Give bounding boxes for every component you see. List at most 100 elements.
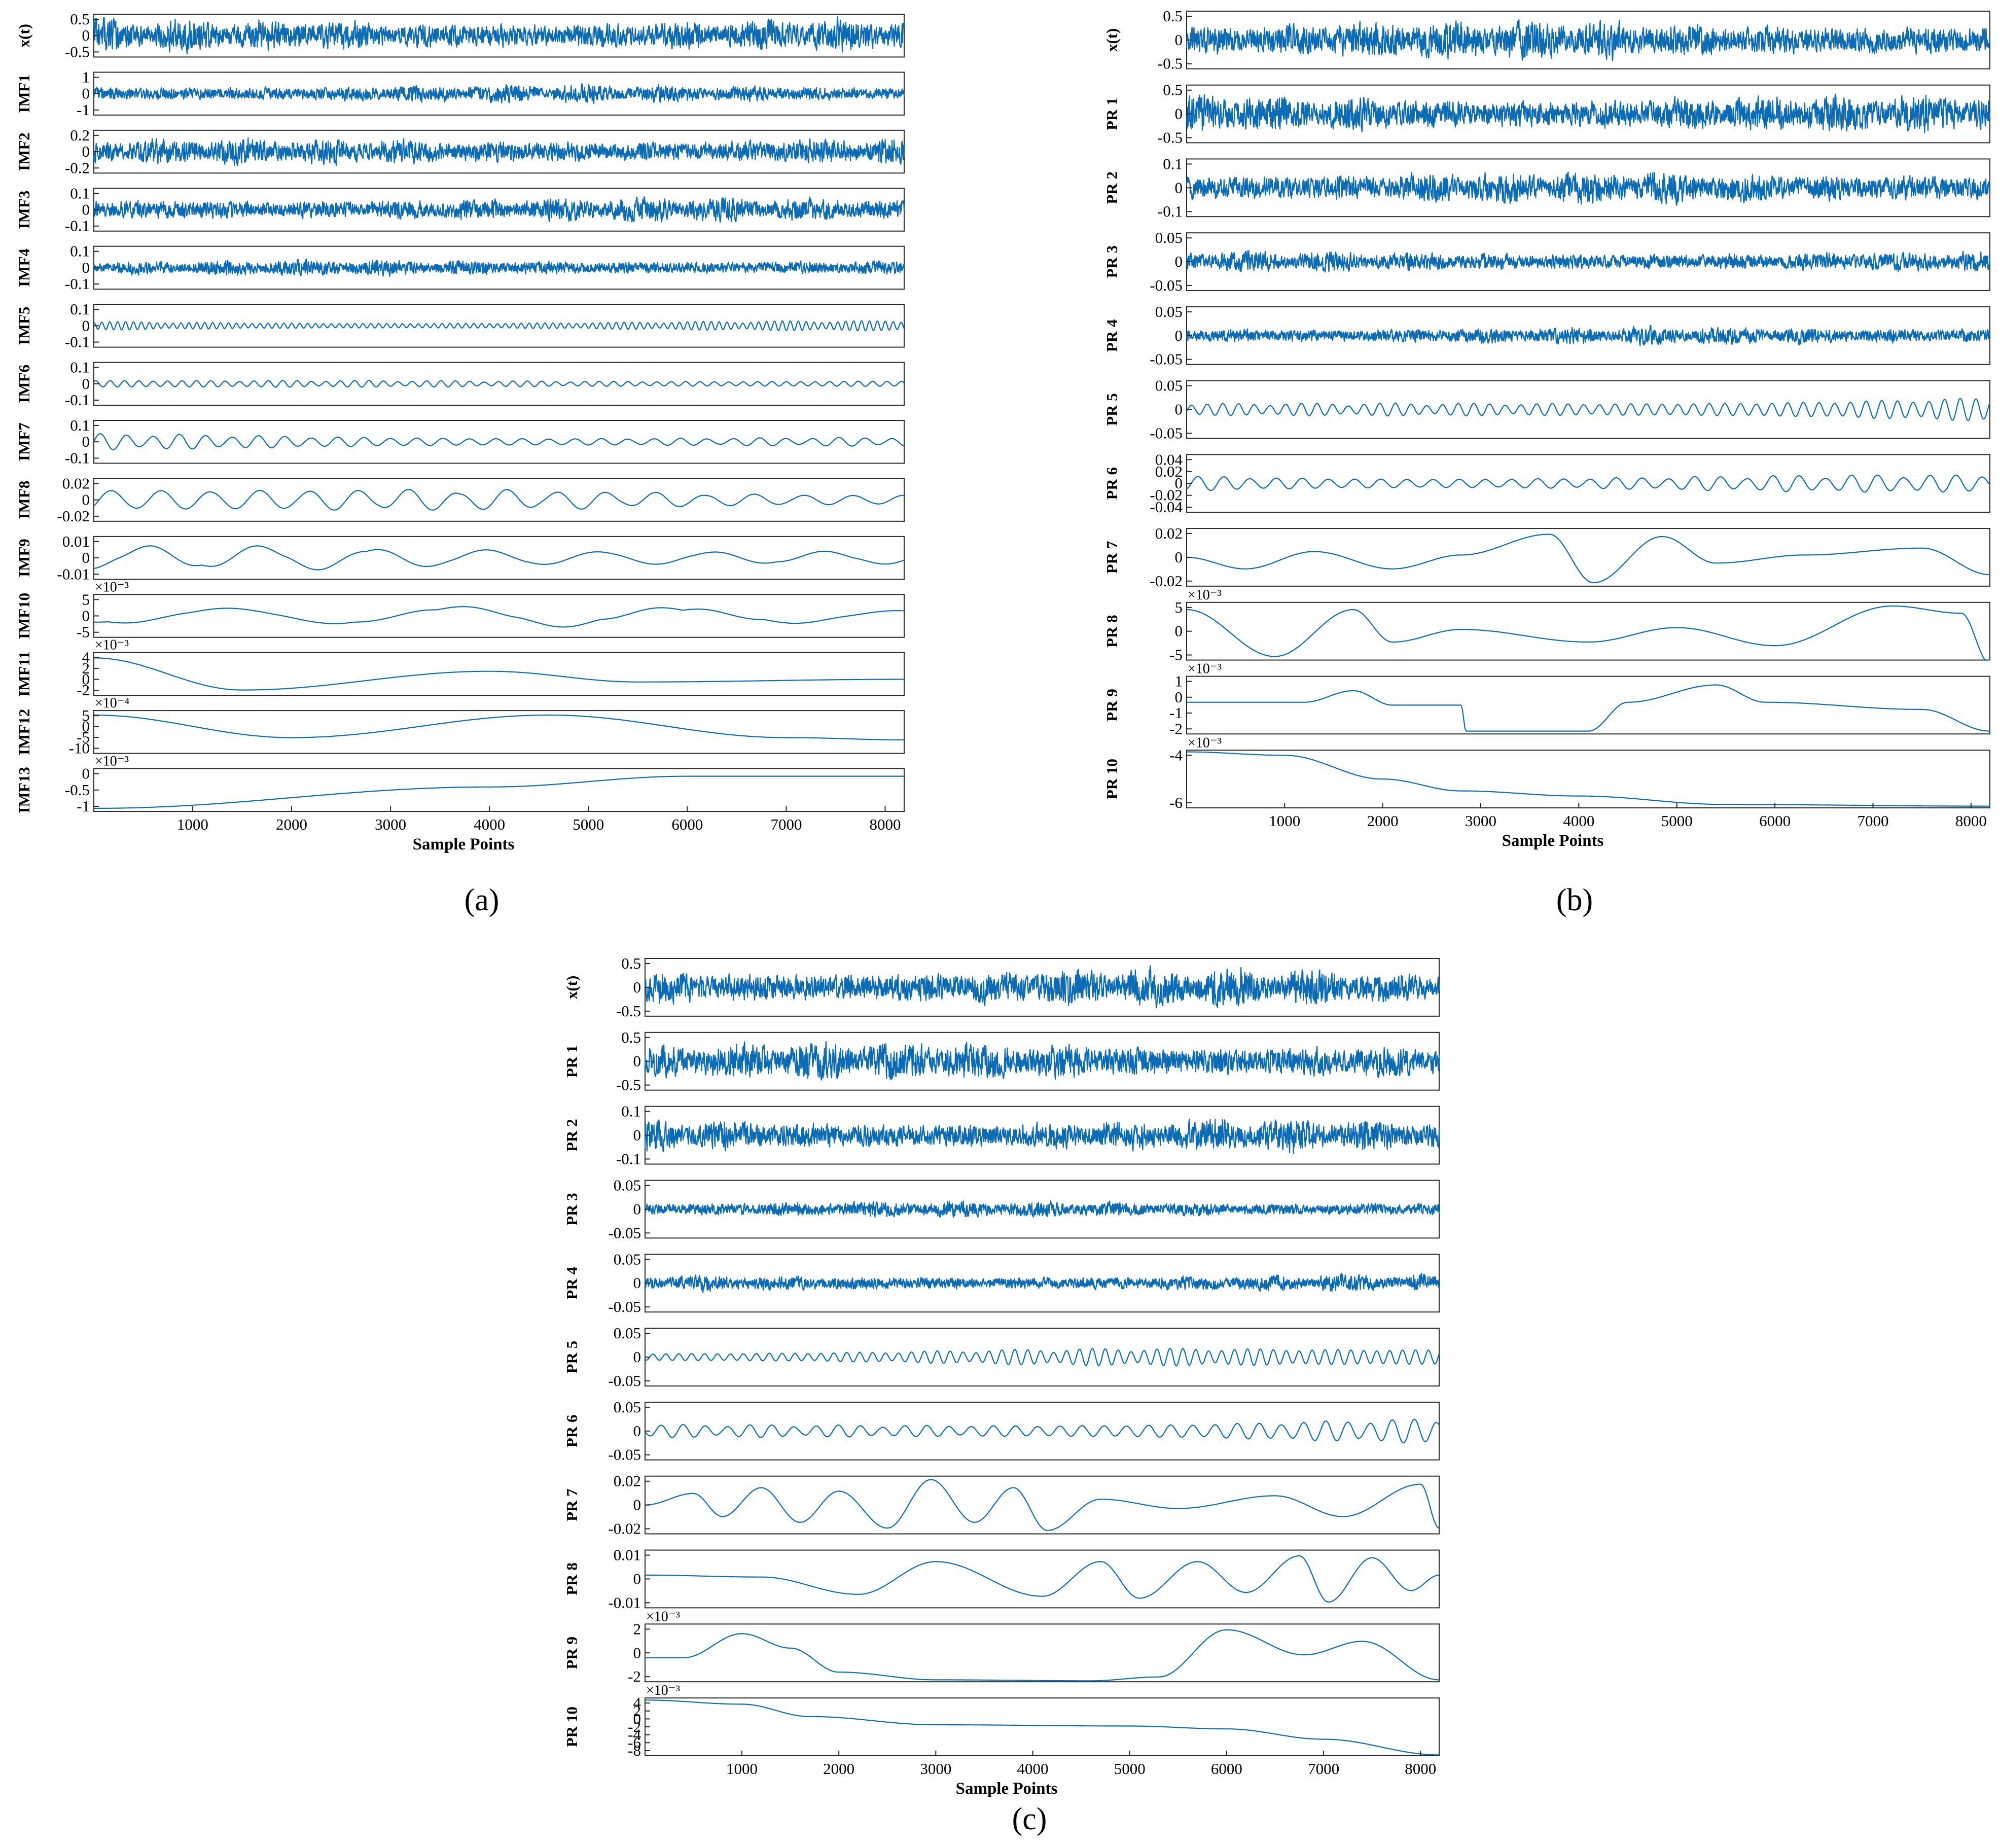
panel-a-imf4-ytick-label: 0 bbox=[82, 259, 90, 276]
panel-b-pr-6-ytick-label: -0.02 bbox=[1150, 486, 1183, 504]
panel-b-pr-9-ytick-label: -1 bbox=[1169, 704, 1183, 722]
panel-c-x-t-ylabel: x(t) bbox=[563, 976, 581, 999]
panel-a-imf11-ylabel: IMF11 bbox=[15, 651, 33, 697]
panel-c-x-t-ytick-label: 0 bbox=[633, 978, 641, 996]
panel-b-pr-9-ylabel: PR 9 bbox=[1103, 689, 1121, 722]
panel-b-xtick-label: 1000 bbox=[1269, 812, 1300, 830]
panel-a-imf5-ytick-label: -0.1 bbox=[65, 333, 90, 351]
panel-b-pr-7-ytick-label: -0.02 bbox=[1150, 572, 1183, 590]
panel-c-caption: (c) bbox=[1012, 1802, 1047, 1836]
panel-b-pr-3-series-line bbox=[1186, 250, 1991, 273]
panel-b-x-t-ylabel: x(t) bbox=[1103, 28, 1121, 52]
panel-a-imf10-ytick-label: 5 bbox=[82, 590, 90, 608]
panel-b-pr-10-ytick-label: -6 bbox=[1169, 794, 1183, 811]
panel-b-pr-6-series-line bbox=[1186, 474, 1990, 493]
panel-a-xlabel: Sample Points bbox=[413, 835, 515, 854]
panel-b-x-t-ytick-label: 0 bbox=[1175, 31, 1183, 49]
panel-c-pr-4-ytick-label: 0 bbox=[633, 1274, 641, 1292]
panel-a-imf11-ytick-label: 0 bbox=[82, 670, 90, 688]
panel-c-xtick-label: 1000 bbox=[726, 1760, 758, 1778]
panel-c-pr-5-ytick-label: 0 bbox=[633, 1348, 641, 1366]
panel-a-imf3-ytick-label: 0 bbox=[82, 201, 90, 219]
panel-a-imf7-ytick-label: 0 bbox=[82, 433, 90, 450]
panel-a-imf1-ytick-label: 1 bbox=[82, 68, 90, 86]
panel-b-caption: (b) bbox=[1556, 883, 1593, 917]
panel-c-pr-10-ylabel: PR 10 bbox=[563, 1707, 581, 1747]
panel-c-pr-9-ylabel: PR 9 bbox=[563, 1637, 581, 1669]
panel-a-imf1-series-line bbox=[93, 83, 905, 104]
panel-c-pr-6-ytick-label: 0.05 bbox=[614, 1398, 641, 1416]
panel-a-imf5-series-line bbox=[93, 320, 905, 332]
panel-c-pr-10-ytick-label: 2 bbox=[633, 1702, 641, 1720]
panel-c-pr-9-ytick-label: 2 bbox=[633, 1620, 641, 1638]
panel-c-pr-10-ytick-label: -2 bbox=[628, 1718, 641, 1735]
panel-b-pr-9-exponent-label: ×10⁻³ bbox=[1188, 661, 1222, 677]
panel-c-pr-10-ytick-label: -4 bbox=[628, 1726, 641, 1744]
panel-b-pr-7-ytick-label: 0 bbox=[1175, 548, 1183, 566]
panel-c-pr-10-series-line bbox=[645, 1699, 1439, 1756]
panel-a-imf6-series-line bbox=[93, 380, 905, 388]
panel-b-pr-4-ylabel: PR 4 bbox=[1103, 319, 1121, 352]
panel-b-pr-8-series-line bbox=[1186, 605, 1990, 661]
panel-c-pr-10-ytick-label: 0 bbox=[633, 1710, 641, 1727]
panel-a-caption: (a) bbox=[465, 883, 499, 917]
panel-c-pr-9-ytick-label: 0 bbox=[633, 1644, 641, 1661]
panel-a-imf12-exponent-label: ×10⁻⁴ bbox=[95, 695, 129, 711]
panel-c-pr-2-ytick-label: 0.1 bbox=[621, 1103, 641, 1120]
panel-b-pr-1-ytick-label: 0.5 bbox=[1163, 81, 1183, 99]
panel-b-x-t-ytick-label: -0.5 bbox=[1158, 55, 1183, 73]
panel-b-pr-4-ytick-label: 0 bbox=[1175, 327, 1183, 344]
panel-c-pr-7-axes-frame bbox=[645, 1475, 1440, 1535]
panel-a-imf8-axes-frame bbox=[93, 478, 905, 522]
panel-c-pr-9-series-line bbox=[645, 1629, 1440, 1682]
panel-a-imf10-series-line bbox=[93, 606, 905, 628]
panel-b-pr-2-ytick-label: 0.1 bbox=[1163, 155, 1183, 172]
panel-a-xtick-label: 8000 bbox=[870, 815, 901, 833]
panel-a-imf8-series-line bbox=[93, 489, 905, 511]
panel-a-imf2-series-line bbox=[93, 137, 905, 166]
panel-c-pr-5-ylabel: PR 5 bbox=[563, 1341, 581, 1374]
panel-a-imf12-axes-frame bbox=[93, 710, 905, 754]
panel-c-pr-8-ytick-label: 0.01 bbox=[614, 1546, 641, 1564]
panel-b-pr-4-ytick-label: -0.05 bbox=[1150, 350, 1183, 368]
panel-c-xtick-label: 2000 bbox=[823, 1760, 854, 1778]
panel-a-imf6-ytick-label: -0.1 bbox=[65, 391, 90, 409]
panel-a-imf1-ylabel: IMF1 bbox=[15, 75, 33, 113]
panel-a-imf2-ytick-label: 0.2 bbox=[70, 126, 90, 144]
panel-a-imf4-ylabel: IMF4 bbox=[15, 248, 33, 287]
panel-b-pr-2-ylabel: PR 2 bbox=[1103, 171, 1121, 204]
panel-a-xtick-label: 3000 bbox=[375, 815, 406, 833]
panel-b-pr-6-ytick-label: 0.04 bbox=[1155, 450, 1183, 468]
panel-c-pr-4-ylabel: PR 4 bbox=[563, 1267, 581, 1300]
panel-a-imf5-ylabel: IMF5 bbox=[15, 306, 33, 345]
panel-a-xtick-label: 1000 bbox=[177, 815, 208, 833]
panel-a-imf4-ytick-label: -0.1 bbox=[65, 275, 90, 293]
panel-c-pr-1-ylabel: PR 1 bbox=[563, 1045, 581, 1078]
panel-c-pr-7-ytick-label: -0.02 bbox=[608, 1520, 641, 1538]
panel-a-imf4-series-line bbox=[93, 258, 905, 277]
panel-b-pr-6-ytick-label: -0.04 bbox=[1150, 498, 1183, 516]
panel-a-x-t-ytick-label: -0.5 bbox=[65, 43, 90, 60]
panel-c-pr-8-ytick-label: 0 bbox=[633, 1570, 641, 1587]
panel-a-imf9-ytick-label: 0 bbox=[82, 549, 90, 566]
panel-a-imf3-series-line bbox=[93, 196, 905, 223]
panel-a-imf11-ytick-label: 2 bbox=[82, 659, 90, 677]
panel-c-pr-2-ytick-label: -0.1 bbox=[616, 1150, 641, 1167]
panel-a-imf13-axes-frame bbox=[93, 768, 905, 812]
panel-c-x-t-ytick-label: 0.5 bbox=[621, 954, 641, 972]
panel-c-pr-1-ytick-label: 0 bbox=[633, 1052, 641, 1070]
panel-c-pr-3-ytick-label: 0.05 bbox=[614, 1176, 641, 1194]
panel-a-imf10-ytick-label: 0 bbox=[82, 607, 90, 625]
panel-a-imf8-ytick-label: 0.02 bbox=[62, 474, 90, 492]
panel-b: 0.5 0 -0.5 x(t) 0.5 0 -0.5 PR 1 0.1 0 -0.1 PR 2 0.05… bbox=[1103, 7, 1991, 917]
panel-b-pr-9-axes-frame bbox=[1186, 676, 1990, 735]
panel-a-imf11-exponent-label: ×10⁻³ bbox=[95, 637, 129, 653]
panel-c-pr-6-ytick-label: 0 bbox=[633, 1422, 641, 1440]
panel-b-xtick-label: 5000 bbox=[1661, 812, 1693, 830]
panel-a-imf13-exponent-label: ×10⁻³ bbox=[95, 754, 129, 769]
panel-c-pr-5-series-line bbox=[645, 1347, 1440, 1367]
panel-b-pr-6-axes-frame bbox=[1186, 454, 1990, 513]
panel-b-pr-6-ytick-label: 0.02 bbox=[1155, 463, 1183, 480]
panel-a-imf6-ylabel: IMF6 bbox=[15, 365, 33, 403]
panel-c-pr-10-ytick-label: 4 bbox=[633, 1694, 641, 1712]
